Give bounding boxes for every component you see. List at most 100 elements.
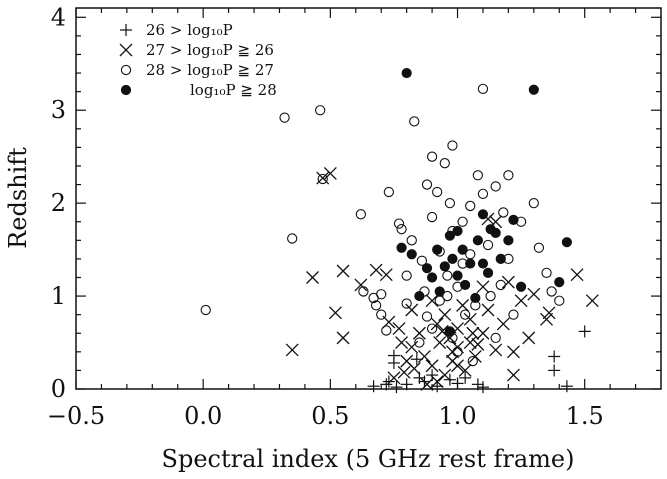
cross-marker	[514, 294, 528, 308]
filled-circle-marker	[477, 209, 489, 220]
cross-marker	[328, 306, 342, 320]
legend-plus-marker	[120, 24, 132, 36]
plot-frame	[75, 7, 662, 390]
x-tick-label: 0.5	[311, 402, 349, 430]
filled-circle-marker	[503, 235, 514, 246]
open-circle-marker	[482, 239, 494, 251]
filled-circle-marker	[439, 261, 450, 272]
open-circle-marker	[279, 112, 290, 123]
cross-marker	[507, 368, 520, 382]
filled-circle-marker	[465, 258, 476, 269]
filled-circle-marker	[414, 290, 425, 302]
cross-marker	[397, 365, 411, 379]
legend-entry-label: log₁₀P ≧ 28	[190, 81, 277, 99]
legend-open-circle-marker	[120, 64, 132, 76]
filled-circle-marker	[396, 242, 407, 253]
cross-marker	[405, 303, 419, 317]
open-circle-marker	[477, 83, 489, 94]
cross-marker	[336, 264, 350, 278]
open-circle-marker	[472, 170, 484, 181]
legend-cross-marker	[119, 43, 133, 57]
open-circle-marker	[315, 105, 326, 116]
open-circle-marker	[383, 186, 394, 198]
plus-marker	[380, 378, 393, 391]
cross-marker	[489, 343, 503, 357]
plus-marker	[367, 380, 380, 393]
y-tick-label: 2	[51, 189, 66, 217]
open-circle-marker	[508, 309, 519, 320]
open-circle-marker	[421, 179, 433, 190]
cross-marker	[395, 336, 409, 349]
cross-marker	[387, 371, 401, 385]
open-circle-marker	[426, 211, 438, 223]
open-circle-marker	[541, 267, 552, 278]
open-circle-marker	[287, 233, 298, 244]
cross-marker	[420, 377, 434, 391]
filled-circle-marker	[554, 277, 565, 288]
cross-marker	[438, 308, 452, 322]
filled-circle-marker	[426, 272, 438, 283]
cross-marker	[458, 363, 472, 377]
cross-marker	[435, 324, 449, 338]
open-circle-marker	[498, 207, 509, 218]
filled-circle-marker	[452, 270, 463, 281]
open-circle-marker	[460, 309, 471, 320]
y-tick-label: 4	[51, 3, 66, 31]
cross-marker	[507, 345, 520, 359]
y-tick-label: 0	[51, 375, 66, 403]
plus-marker	[560, 380, 573, 393]
open-circle-marker	[447, 140, 458, 151]
cross-marker	[379, 268, 393, 282]
cross-marker	[522, 331, 536, 345]
plus-marker	[382, 375, 395, 388]
cross-marker	[417, 350, 431, 363]
legend-entry-label: 27 > log₁₀P ≧ 26	[146, 41, 274, 59]
cross-marker	[496, 317, 510, 331]
filled-circle-marker	[452, 225, 463, 237]
plus-marker	[548, 364, 561, 377]
open-circle-marker	[355, 209, 367, 220]
cross-marker	[471, 337, 485, 351]
y-axis-label: Redshift	[4, 147, 32, 249]
plus-marker	[548, 350, 561, 363]
filled-circle-marker	[421, 263, 433, 274]
data-points	[200, 67, 599, 394]
open-circle-marker	[503, 170, 514, 181]
plus-marker	[578, 325, 591, 338]
cross-marker	[476, 326, 490, 340]
filled-circle-marker	[460, 279, 471, 291]
filled-circle-marker	[495, 253, 506, 265]
cross-marker	[405, 340, 419, 354]
cross-marker	[336, 331, 350, 345]
filled-circle-marker	[432, 244, 443, 255]
open-circle-marker	[393, 218, 405, 229]
filled-circle-marker	[434, 286, 445, 297]
cross-marker	[433, 336, 447, 349]
open-circle-marker	[490, 332, 501, 344]
open-circle-marker	[444, 197, 456, 209]
cross-marker	[430, 375, 444, 389]
filled-circle-marker	[457, 244, 468, 255]
open-circle-marker	[546, 286, 557, 297]
open-circle-marker	[370, 300, 382, 311]
filled-circle-marker	[477, 258, 489, 269]
open-circle-marker	[457, 216, 468, 227]
plus-marker	[476, 381, 489, 394]
cross-marker	[407, 362, 421, 376]
plus-marker	[451, 377, 464, 390]
open-circle-marker	[477, 188, 489, 200]
legend-entry-label: 28 > log₁₀P ≧ 27	[146, 61, 274, 79]
filled-circle-marker	[485, 224, 496, 235]
open-circle-marker	[421, 311, 433, 322]
cross-marker	[412, 326, 426, 340]
plus-marker	[390, 381, 403, 394]
cross-marker	[463, 336, 477, 349]
legend-entry-label: 26 > log₁₀P	[146, 21, 233, 39]
open-circle-marker	[442, 290, 453, 302]
open-circle-marker	[414, 337, 425, 348]
open-circle-marker	[416, 255, 428, 266]
cross-marker	[585, 294, 599, 308]
open-circle-marker	[426, 151, 438, 162]
cross-marker	[542, 306, 556, 320]
filled-circle-marker	[470, 292, 481, 304]
